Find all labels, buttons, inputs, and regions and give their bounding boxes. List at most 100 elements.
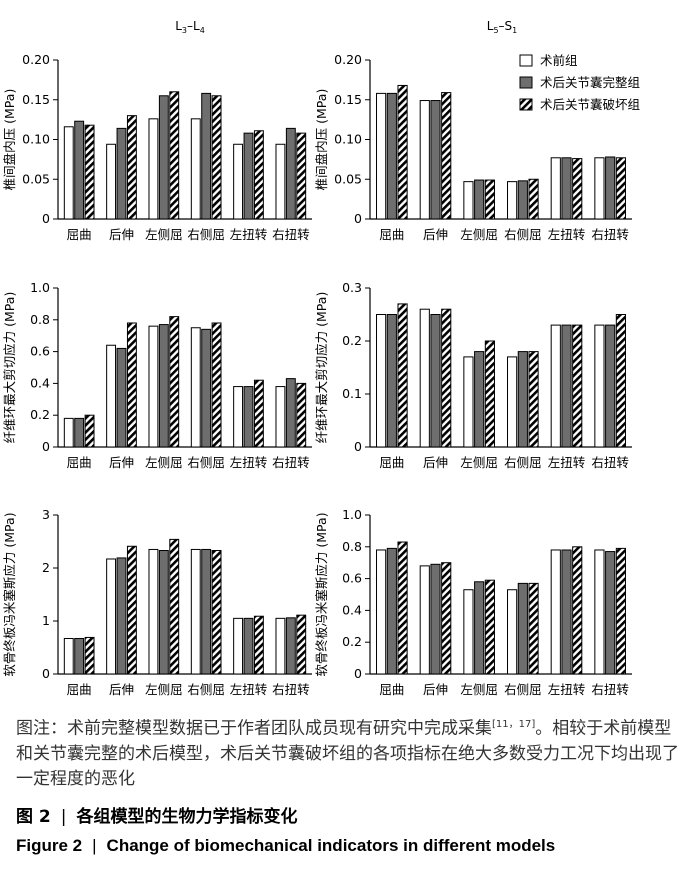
bar-capsule-intact-extension <box>430 314 441 448</box>
bar-capsule-intact-right-bending <box>517 582 528 675</box>
bar-preop-right-rotation <box>275 143 286 220</box>
bar-preop-left-rotation <box>550 157 561 220</box>
y-axis-label: 软骨终板冯米塞斯应力 (MPa) <box>2 512 17 676</box>
bar-capsule-intact-left-bending <box>474 351 485 448</box>
bar-capsule-damaged-extension <box>126 545 137 675</box>
x-tick-label: 屈曲 <box>379 682 404 697</box>
x-tick-label: 右侧屈 <box>504 682 542 697</box>
bar-capsule-intact-left-rotation <box>561 157 572 220</box>
x-tick-label: 右扭转 <box>272 682 310 697</box>
bar-capsule-damaged-flexion <box>397 303 408 448</box>
x-tick-label: 右侧屈 <box>187 682 225 697</box>
y-tick-label: 0 <box>354 211 362 226</box>
y-tick-label: 0.15 <box>334 92 362 107</box>
bar-capsule-damaged-right-bending <box>211 550 222 675</box>
x-tick-label: 后伸 <box>109 455 134 470</box>
y-tick-label: 0.2 <box>30 407 50 422</box>
y-axis-label: 椎间盘内压 (MPa) <box>314 89 329 191</box>
x-tick-label: 左扭转 <box>548 227 586 242</box>
x-tick-label: 右侧屈 <box>504 227 542 242</box>
bar-capsule-intact-right-rotation <box>285 378 296 448</box>
y-tick-label: 0 <box>42 211 50 226</box>
bar-capsule-intact-right-bending <box>201 92 212 220</box>
x-tick-label: 左扭转 <box>230 682 268 697</box>
bar-preop-right-rotation <box>594 157 605 220</box>
x-tick-label: 屈曲 <box>67 455 92 470</box>
figure-caption-cn: 图 2 | 各组模型的生物力学指标变化 <box>16 807 298 827</box>
bar-preop-left-bending <box>148 548 159 675</box>
chart-panel-2: L5–S1 椎间盘内压 (MPa) 0 0.05 0.10 0.15 0.20 屈曲 后伸 左侧屈… <box>314 19 640 242</box>
x-tick-label: 屈曲 <box>379 455 404 470</box>
bar-capsule-damaged-extension <box>441 562 452 675</box>
x-tick-label: 左侧屈 <box>145 682 183 697</box>
bar-preop-flexion <box>376 549 387 675</box>
bar-capsule-intact-flexion <box>386 92 397 220</box>
y-tick-label: 0.6 <box>30 344 50 359</box>
bar-capsule-damaged-left-bending <box>484 179 495 220</box>
bar-capsule-damaged-left-rotation <box>572 324 583 448</box>
bar-preop-right-bending <box>507 356 518 448</box>
bar-preop-extension <box>419 308 430 448</box>
bar-preop-flexion <box>376 314 387 448</box>
x-tick-label: 后伸 <box>109 227 134 242</box>
y-tick-label: 0.05 <box>22 171 50 186</box>
bar-preop-right-bending <box>507 181 518 220</box>
x-tick-label: 屈曲 <box>67 227 92 242</box>
bar-capsule-intact-extension <box>430 563 441 675</box>
bar-capsule-damaged-left-bending <box>484 579 495 675</box>
x-tick-label: 右侧屈 <box>187 227 225 242</box>
bar-preop-left-rotation <box>550 324 561 448</box>
bar-capsule-intact-left-rotation <box>243 132 254 220</box>
x-tick-label: 左侧屈 <box>145 227 183 242</box>
bar-capsule-intact-right-rotation <box>285 617 296 675</box>
y-tick-label: 0.6 <box>342 571 362 586</box>
bar-capsule-damaged-right-bending <box>528 178 539 220</box>
bar-preop-flexion <box>376 92 387 220</box>
bar-capsule-intact-extension <box>116 127 127 220</box>
bar-capsule-intact-left-bending <box>158 95 169 220</box>
y-tick-label: 2 <box>42 560 50 575</box>
bar-capsule-damaged-extension <box>126 322 137 448</box>
bar-capsule-intact-right-bending <box>517 351 528 448</box>
chart-panel-6: 软骨终板冯米塞斯应力 (MPa) 00.20.40.60.81.0屈曲 后伸 左侧屈右… <box>314 507 632 697</box>
y-tick-label: 0.4 <box>30 375 50 390</box>
x-tick-label: 屈曲 <box>379 227 404 242</box>
y-tick-label: 0.8 <box>342 539 362 554</box>
x-tick-label: 左扭转 <box>230 455 268 470</box>
chart-panel-4: 纤维环最大剪切应力 (MPa) 0 0.1 0.2 0.3 屈曲 后伸 左侧屈 右侧屈 左扭转 右扭… <box>314 280 632 470</box>
bar-capsule-intact-left-bending <box>474 179 485 220</box>
bar-preop-right-bending <box>190 118 201 220</box>
y-tick-label: 1.0 <box>342 507 362 522</box>
bar-capsule-damaged-left-bending <box>169 538 180 675</box>
y-tick-label: 0.8 <box>30 312 50 327</box>
chart-panel-1: L3–L4 椎间盘内压 (MPa) 0 0.05 0.10 0.15 0.20 屈曲 后伸 左侧屈… <box>2 19 312 242</box>
bar-capsule-damaged-flexion <box>397 84 408 220</box>
bar-preop-flexion <box>63 126 74 220</box>
bar-capsule-damaged-left-rotation <box>572 546 583 675</box>
bar-capsule-intact-left-rotation <box>561 324 572 448</box>
y-axis-label: 椎间盘内压 (MPa) <box>2 89 17 191</box>
x-tick-label: 右扭转 <box>272 227 310 242</box>
bar-preop-extension <box>106 143 117 220</box>
bar-capsule-damaged-extension <box>441 92 452 220</box>
bar-capsule-intact-flexion <box>74 417 85 448</box>
bar-capsule-intact-right-rotation <box>605 551 616 675</box>
x-tick-label: 左扭转 <box>548 455 586 470</box>
bar-preop-right-rotation <box>594 324 605 448</box>
bar-capsule-intact-left-rotation <box>561 549 572 675</box>
y-tick-label: 0 <box>354 666 362 681</box>
bar-capsule-damaged-right-rotation <box>296 382 307 448</box>
bar-capsule-damaged-extension <box>441 308 452 448</box>
x-tick-label: 右扭转 <box>272 455 310 470</box>
y-tick-label: 0.2 <box>342 333 362 348</box>
legend-swatch-capsule-intact <box>519 76 533 89</box>
bar-preop-right-bending <box>507 589 518 675</box>
bar-preop-left-bending <box>463 356 474 448</box>
x-tick-label: 右扭转 <box>591 455 629 470</box>
legend-swatch-capsule-damaged <box>519 98 533 111</box>
x-tick-label: 左侧屈 <box>145 455 183 470</box>
bar-preop-left-rotation <box>233 617 244 675</box>
legend-swatch-preop <box>519 54 533 67</box>
bar-capsule-intact-flexion <box>74 120 85 220</box>
